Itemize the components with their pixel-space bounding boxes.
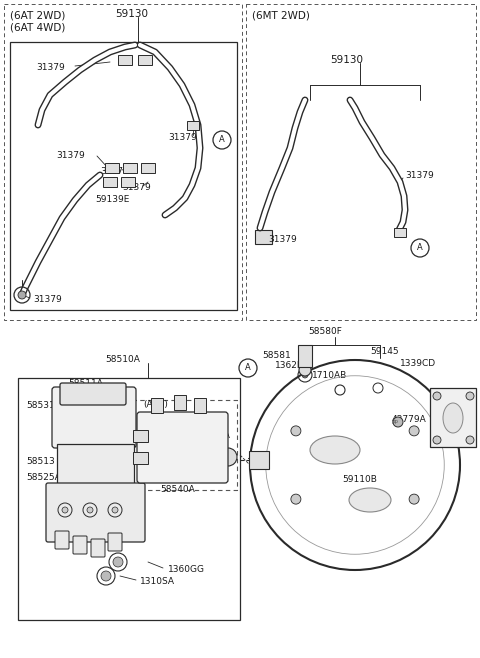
Text: 1310SA: 1310SA [140, 578, 175, 586]
Bar [155, 452, 230, 462]
Text: 58531A: 58531A [26, 401, 61, 409]
Bar [118, 55, 132, 65]
FancyBboxPatch shape [430, 388, 476, 447]
Bar [394, 228, 406, 236]
Bar [132, 400, 237, 490]
Text: 31379: 31379 [56, 151, 85, 159]
Ellipse shape [349, 488, 391, 512]
FancyBboxPatch shape [298, 345, 312, 367]
Text: 58511A: 58511A [68, 378, 103, 388]
Circle shape [62, 507, 68, 513]
Text: pp: pp [392, 420, 398, 424]
Circle shape [101, 571, 111, 581]
Text: 58510A: 58510A [105, 355, 140, 365]
FancyBboxPatch shape [55, 531, 69, 549]
Text: 24105: 24105 [152, 455, 180, 465]
FancyBboxPatch shape [133, 452, 148, 464]
Text: 1360GG: 1360GG [168, 565, 205, 574]
Text: 58580F: 58580F [308, 328, 342, 336]
Text: A: A [219, 136, 225, 145]
Text: 31379: 31379 [122, 184, 151, 193]
Text: 31379: 31379 [100, 168, 129, 176]
FancyBboxPatch shape [57, 444, 134, 486]
Text: 43779A: 43779A [392, 415, 427, 424]
Text: 59130: 59130 [115, 9, 148, 19]
Ellipse shape [443, 403, 463, 433]
FancyBboxPatch shape [52, 387, 136, 448]
Bar [105, 163, 119, 173]
Text: 58540A: 58540A [160, 486, 195, 495]
Text: 31379: 31379 [268, 236, 297, 245]
Bar [4, 4, 242, 320]
Text: 31379: 31379 [168, 132, 197, 141]
Circle shape [87, 507, 93, 513]
FancyBboxPatch shape [249, 451, 269, 469]
FancyBboxPatch shape [194, 398, 206, 413]
Text: 31379: 31379 [36, 64, 65, 72]
FancyBboxPatch shape [108, 533, 122, 551]
Text: A: A [245, 363, 251, 372]
Text: 31379: 31379 [405, 170, 434, 180]
Circle shape [219, 448, 237, 466]
Circle shape [409, 426, 419, 436]
Circle shape [291, 426, 301, 436]
Text: 58550A: 58550A [195, 432, 230, 440]
Ellipse shape [310, 436, 360, 464]
Bar [103, 177, 117, 187]
Circle shape [113, 557, 123, 567]
Bar [255, 230, 272, 244]
Text: 59145: 59145 [370, 347, 398, 357]
Bar [141, 163, 155, 173]
Bar [138, 55, 152, 65]
Text: 1362ND: 1362ND [275, 361, 312, 370]
Text: 58513: 58513 [26, 457, 55, 467]
Text: 1339CD: 1339CD [400, 359, 436, 368]
Text: (ABS): (ABS) [143, 401, 168, 409]
FancyBboxPatch shape [174, 395, 186, 410]
Text: 58525A: 58525A [26, 474, 61, 482]
Circle shape [433, 392, 441, 400]
Bar [123, 163, 137, 173]
Circle shape [466, 392, 474, 400]
Circle shape [302, 372, 308, 378]
Text: 59110B: 59110B [342, 476, 377, 484]
Circle shape [433, 436, 441, 444]
Text: 59130: 59130 [330, 55, 363, 65]
Circle shape [291, 494, 301, 504]
Text: (6AT 4WD): (6AT 4WD) [10, 22, 65, 32]
Bar [121, 177, 135, 187]
FancyBboxPatch shape [133, 430, 148, 442]
Text: 1710AB: 1710AB [312, 372, 347, 380]
Text: (6AT 2WD): (6AT 2WD) [10, 11, 65, 21]
Text: 58581: 58581 [262, 351, 291, 361]
Text: (6MT 2WD): (6MT 2WD) [252, 11, 310, 21]
Circle shape [112, 507, 118, 513]
Circle shape [299, 364, 311, 376]
Text: A: A [417, 243, 423, 253]
FancyBboxPatch shape [73, 536, 87, 554]
FancyBboxPatch shape [137, 412, 228, 483]
FancyBboxPatch shape [46, 483, 145, 542]
FancyBboxPatch shape [91, 539, 105, 557]
Circle shape [409, 494, 419, 504]
Bar [10, 42, 237, 310]
Text: 31379: 31379 [33, 295, 62, 305]
Text: 59139E: 59139E [95, 195, 130, 205]
FancyBboxPatch shape [151, 398, 163, 413]
Bar [187, 120, 199, 130]
FancyBboxPatch shape [60, 383, 126, 405]
Bar [18, 378, 240, 620]
Circle shape [466, 436, 474, 444]
Circle shape [18, 291, 26, 299]
Bar [246, 4, 476, 320]
Circle shape [393, 417, 403, 427]
